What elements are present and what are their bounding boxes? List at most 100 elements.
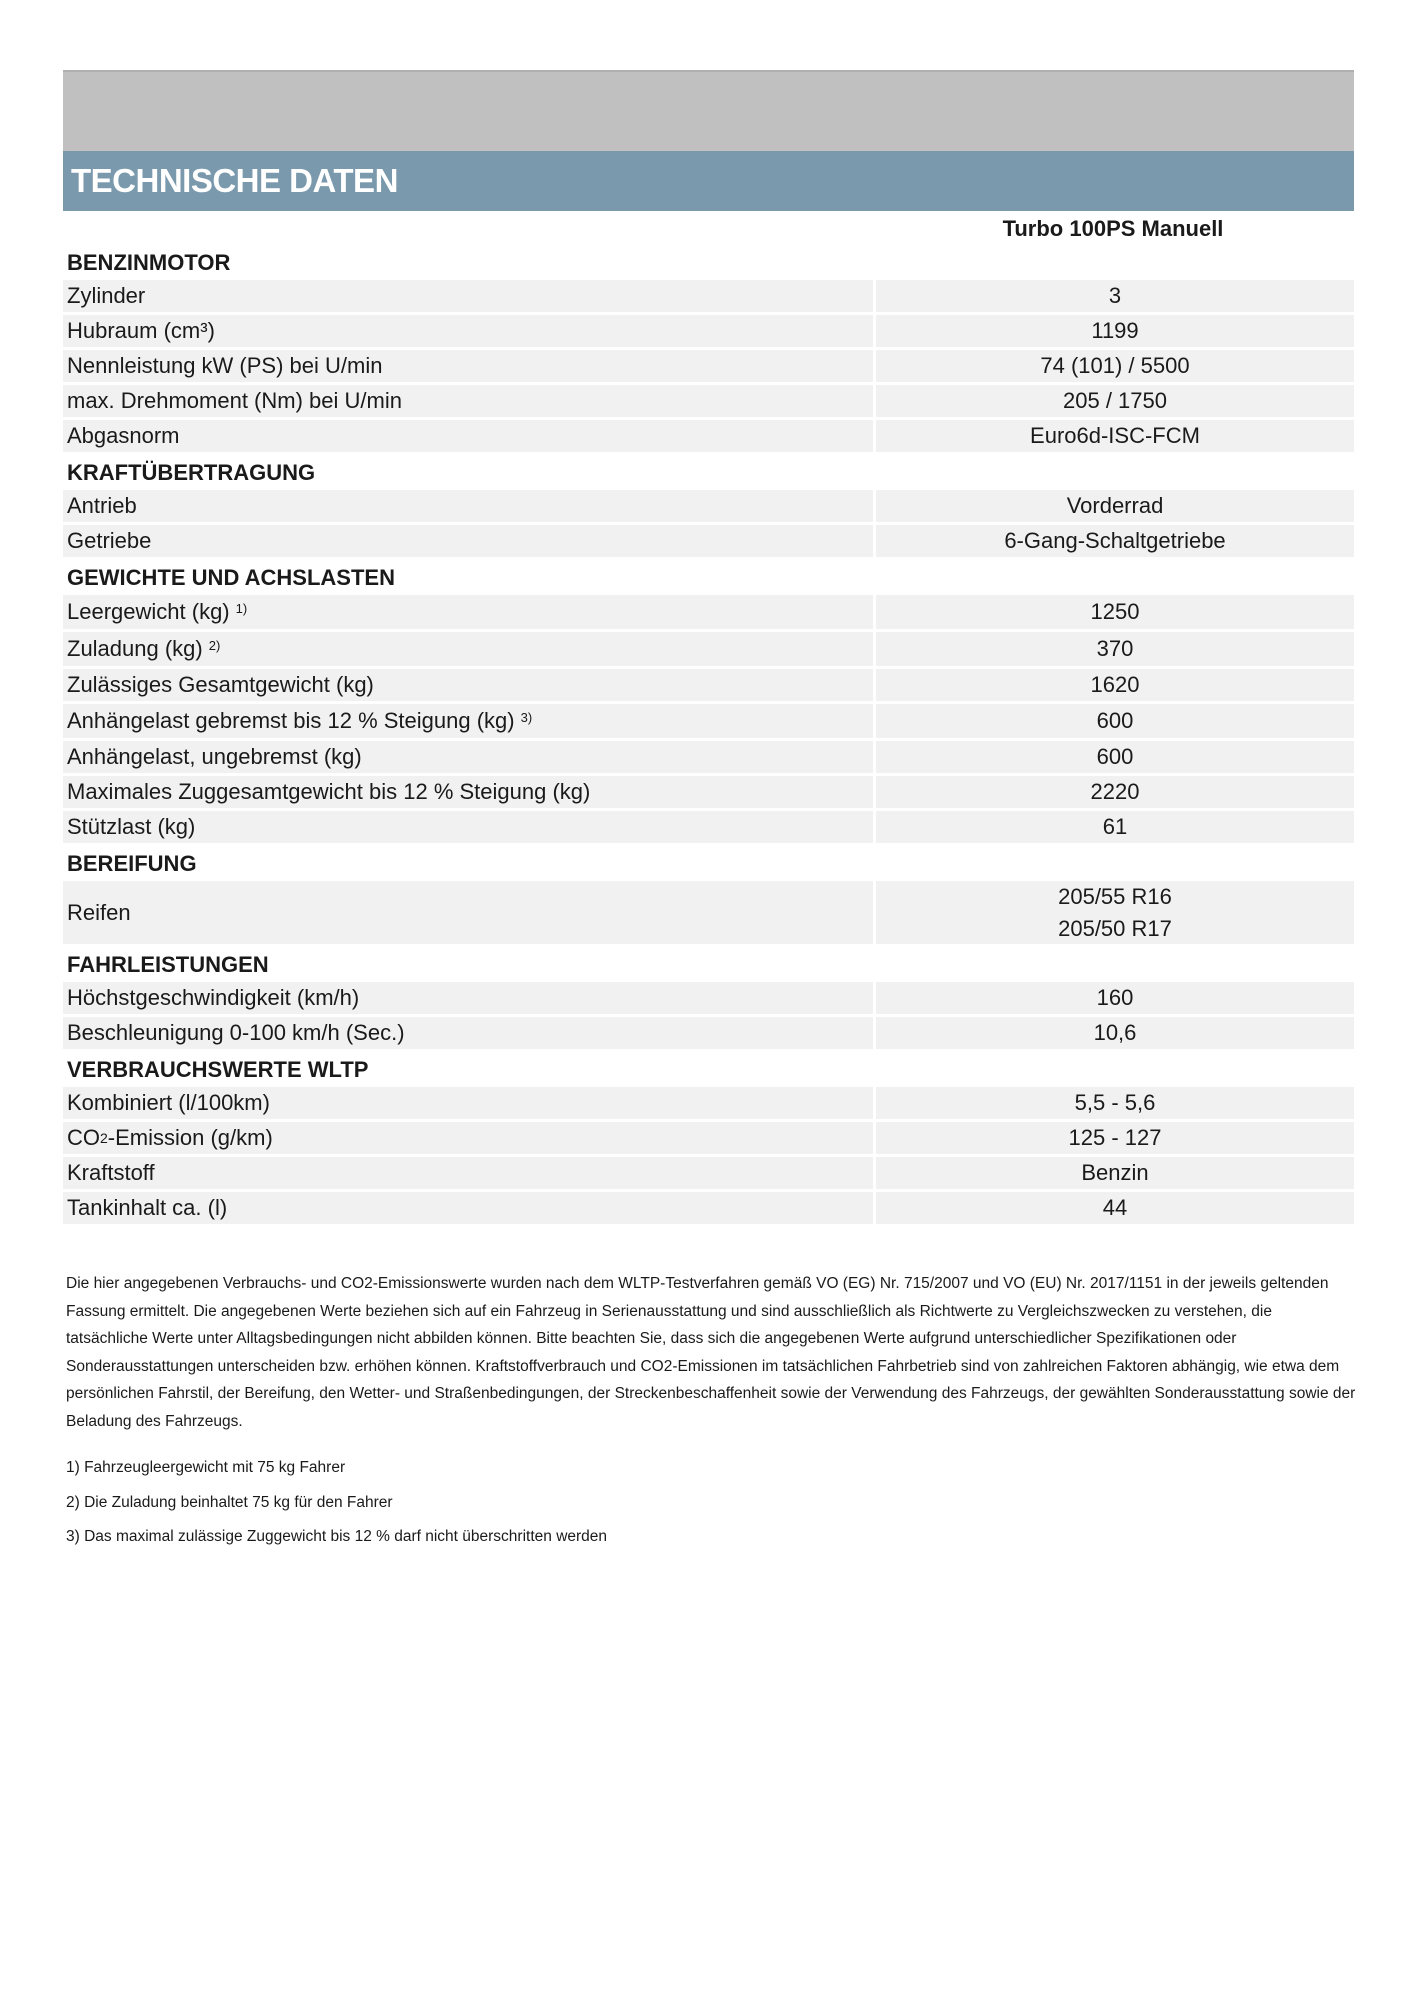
row-value: Vorderrad [876, 490, 1354, 522]
footnote: 1) Fahrzeugleergewicht mit 75 kg Fahrer [66, 1459, 346, 1476]
label-text: Beschleunigung 0-100 km/h (Sec.) [67, 1020, 405, 1045]
value-text: 205/55 R16 [1058, 883, 1172, 909]
label-text: Zulässiges Gesamtgewicht (kg) [67, 672, 374, 697]
value-text: 160 [1096, 985, 1134, 1010]
value-text: 44 [1102, 1195, 1128, 1220]
row-value: 370 [876, 632, 1354, 666]
value-text: 370 [1096, 636, 1134, 661]
footnote-ref: 1) [235, 600, 248, 616]
row-value: 205/55 R16 205/50 R17 [876, 881, 1354, 944]
table-row: Beschleunigung 0-100 km/h (Sec.) 10,6 [63, 1017, 1354, 1052]
row-value: 6-Gang-Schaltgetriebe [876, 525, 1354, 557]
row-label: Zuladung (kg) 2) [63, 632, 873, 666]
label-text: CO [67, 1125, 100, 1150]
value-text: 2220 [1090, 779, 1140, 804]
row-label: Nennleistung kW (PS) bei U/min [63, 350, 873, 382]
value-text: Vorderrad [1066, 493, 1164, 518]
section-heading: BEREIFUNG [67, 851, 197, 876]
value-text: 3 [1108, 283, 1122, 308]
row-value: 74 (101) / 5500 [876, 350, 1354, 382]
label-text: Anhängelast, ungebremst (kg) [67, 744, 362, 769]
title-bar: TECHNISCHE DATEN [63, 151, 1354, 211]
section-heading: GEWICHTE UND ACHSLASTEN [67, 565, 395, 590]
row-value: Euro6d-ISC-FCM [876, 420, 1354, 452]
section-heading: KRAFTÜBERTRAGUNG [67, 460, 316, 485]
row-label: Zylinder [63, 280, 873, 312]
row-label: Stützlast (kg) [63, 811, 873, 843]
table-row: Zuladung (kg) 2) 370 [63, 632, 1354, 669]
table-row: Zulässiges Gesamtgewicht (kg) 1620 [63, 669, 1354, 704]
row-label: Anhängelast, ungebremst (kg) [63, 741, 873, 773]
row-value: 61 [876, 811, 1354, 843]
label-text: Kraftstoff [67, 1160, 155, 1185]
table-row: Tankinhalt ca. (l) 44 [63, 1192, 1354, 1227]
label-text: Kombiniert (l/100km) [67, 1090, 270, 1115]
spec-table: Turbo 100PS Manuell BENZINMOTOR Zylinder 3… [63, 212, 1354, 1227]
table-row: Abgasnorm Euro6d-ISC-FCM [63, 420, 1354, 455]
row-value: 205 / 1750 [876, 385, 1354, 417]
row-value: Benzin [876, 1157, 1354, 1189]
row-label: Kraftstoff [63, 1157, 873, 1189]
row-label: Anhängelast gebremst bis 12 % Steigung (… [63, 704, 873, 738]
row-value: 600 [876, 704, 1354, 738]
row-value: 44 [876, 1192, 1354, 1224]
column-header-row: Turbo 100PS Manuell [63, 212, 1354, 245]
table-row: Nennleistung kW (PS) bei U/min 74 (101) /… [63, 350, 1354, 385]
table-row: Höchstgeschwindigkeit (km/h) 160 [63, 982, 1354, 1017]
row-label: Zulässiges Gesamtgewicht (kg) [63, 669, 873, 701]
row-label: Hubraum (cm³) [63, 315, 873, 347]
value-text: 5,5 - 5,6 [1074, 1090, 1156, 1115]
label-text: Stützlast (kg) [67, 814, 196, 839]
label-text: Hubraum (cm³) [67, 318, 215, 343]
row-value: 1620 [876, 669, 1354, 701]
value-text: Benzin [1081, 1160, 1149, 1185]
footnote-ref: 2) [208, 637, 221, 653]
value-text: 600 [1096, 744, 1134, 769]
table-row: Leergewicht (kg) 1) 1250 [63, 595, 1354, 632]
value-text: 205/50 R17 [1058, 915, 1172, 941]
section-heading: BENZINMOTOR [67, 250, 231, 275]
label-text: Anhängelast gebremst bis 12 % Steigung (… [67, 708, 515, 733]
label-text: Abgasnorm [67, 423, 180, 448]
label-text: Maximales Zuggesamtgewicht bis 12 % Stei… [67, 779, 591, 804]
label-text: Tankinhalt ca. (l) [67, 1195, 228, 1220]
row-value: 5,5 - 5,6 [876, 1087, 1354, 1119]
label-text: -Emission (g/km) [107, 1125, 273, 1150]
footnotes: 1) Fahrzeugleergewicht mit 75 kg Fahrer … [66, 1454, 607, 1558]
footnote: 2) Die Zuladung beinhaltet 75 kg für den… [66, 1493, 393, 1511]
label-text: Zylinder [67, 283, 146, 308]
row-label: Kombiniert (l/100km) [63, 1087, 873, 1119]
table-row: Maximales Zuggesamtgewicht bis 12 % Stei… [63, 776, 1354, 811]
row-label: CO 2 -Emission (g/km) [63, 1122, 873, 1154]
section-heading: VERBRAUCHSWERTE WLTP [67, 1057, 369, 1082]
table-row: Kombiniert (l/100km) 5,5 - 5,6 [63, 1087, 1354, 1122]
table-row: CO 2 -Emission (g/km) 125 - 127 [63, 1122, 1354, 1157]
row-value: 3 [876, 280, 1354, 312]
value-text: 74 (101) / 5500 [1040, 353, 1190, 378]
value-text: 6-Gang-Schaltgetriebe [1004, 528, 1226, 553]
table-row: Kraftstoff Benzin [63, 1157, 1354, 1192]
table-row: Stützlast (kg) 61 [63, 811, 1354, 846]
row-value: 125 - 127 [876, 1122, 1354, 1154]
row-label: Beschleunigung 0-100 km/h (Sec.) [63, 1017, 873, 1049]
row-label: Leergewicht (kg) 1) [63, 595, 873, 629]
header-banner [63, 70, 1354, 151]
value-text: Euro6d-ISC-FCM [1030, 423, 1200, 448]
row-label: Antrieb [63, 490, 873, 522]
value-text: 125 - 127 [1068, 1125, 1162, 1150]
row-value: 160 [876, 982, 1354, 1014]
footnote: 3) Das maximal zulässige Zuggewicht bis … [66, 1528, 608, 1545]
row-label: Höchstgeschwindigkeit (km/h) [63, 982, 873, 1014]
label-text: Getriebe [67, 528, 152, 553]
value-text: 205 / 1750 [1063, 388, 1167, 413]
table-row: Anhängelast, ungebremst (kg) 600 [63, 741, 1354, 776]
row-label: Maximales Zuggesamtgewicht bis 12 % Stei… [63, 776, 873, 808]
table-row: max. Drehmoment (Nm) bei U/min 205 / 1750 [63, 385, 1354, 420]
section-heading: FAHRLEISTUNGEN [67, 952, 269, 977]
row-value: 1250 [876, 595, 1354, 629]
table-row: Getriebe 6-Gang-Schaltgetriebe [63, 525, 1354, 560]
row-value: 600 [876, 741, 1354, 773]
label-text: Zuladung (kg) [67, 636, 203, 661]
row-label: Tankinhalt ca. (l) [63, 1192, 873, 1224]
value-text: 61 [1102, 814, 1128, 839]
